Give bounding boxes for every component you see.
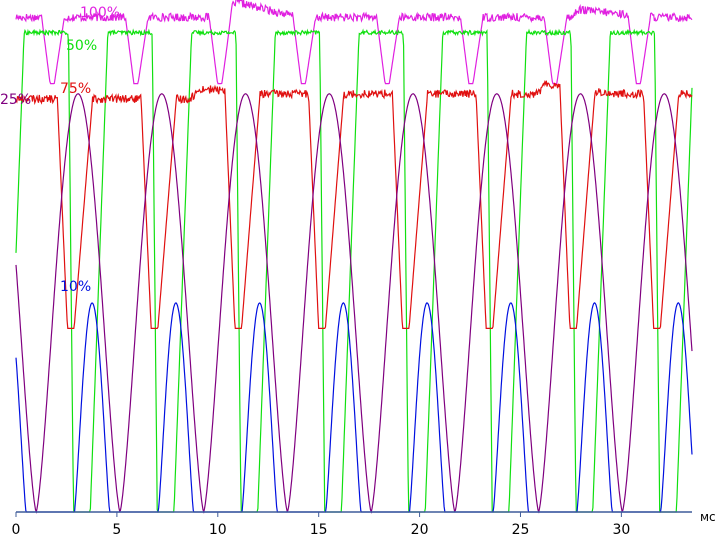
x-tick-label: 25 bbox=[512, 522, 530, 538]
series-label-10: 10% bbox=[60, 279, 91, 295]
x-tick-label: 15 bbox=[310, 522, 328, 538]
x-axis-ticks: 0 5 10 15 20 25 30 bbox=[12, 512, 630, 538]
series-label-25: 25% bbox=[0, 92, 31, 108]
series-label-50: 50% bbox=[66, 38, 97, 54]
series-labels: 100% 50% 75% 25% 10% bbox=[0, 5, 120, 295]
series-label-100: 100% bbox=[80, 5, 120, 21]
x-tick-label: 10 bbox=[209, 522, 227, 538]
series-lines bbox=[15, 0, 693, 514]
series-line-75 bbox=[15, 79, 693, 329]
series-line-10 bbox=[15, 302, 693, 513]
series-line-100 bbox=[15, 0, 693, 85]
series-label-75: 75% bbox=[60, 81, 91, 97]
x-axis-unit-label: мс bbox=[700, 510, 716, 524]
x-tick-label: 5 bbox=[112, 522, 121, 538]
x-tick-label: 30 bbox=[612, 522, 630, 538]
x-tick-label: 0 bbox=[12, 522, 21, 538]
x-tick-label: 20 bbox=[411, 522, 429, 538]
series-line-50 bbox=[15, 28, 693, 513]
series-line-25 bbox=[15, 93, 693, 514]
